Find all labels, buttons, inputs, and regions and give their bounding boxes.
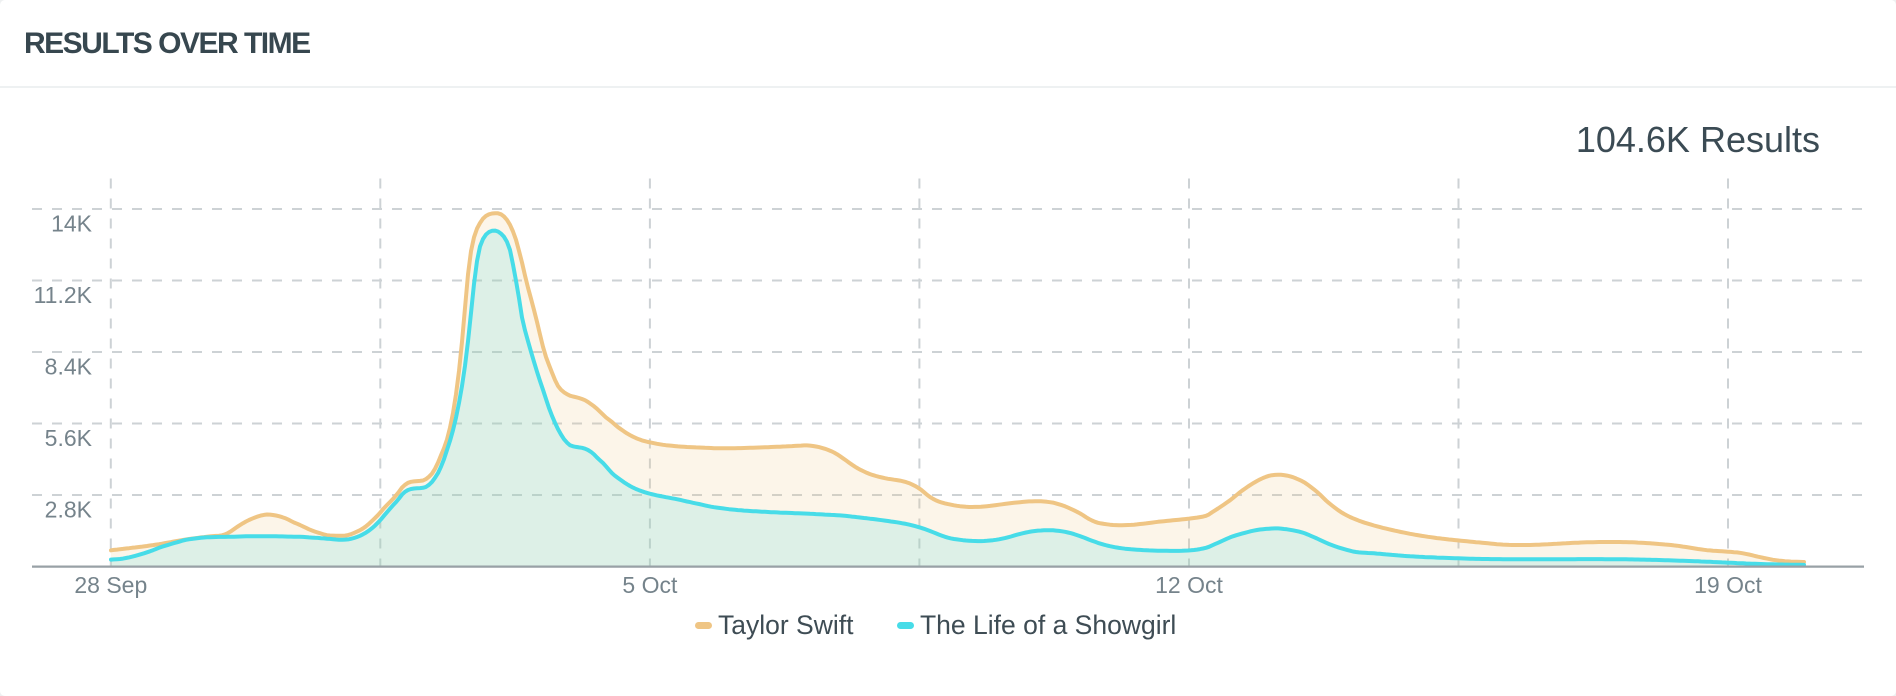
- svg-text:11.2K: 11.2K: [34, 282, 93, 308]
- svg-text:12 Oct: 12 Oct: [1155, 572, 1223, 598]
- svg-text:14K: 14K: [51, 210, 93, 236]
- svg-text:5.6K: 5.6K: [45, 425, 93, 451]
- svg-text:19 Oct: 19 Oct: [1694, 572, 1762, 598]
- svg-text:2.8K: 2.8K: [45, 496, 93, 522]
- svg-text:5 Oct: 5 Oct: [622, 572, 678, 598]
- svg-text:8.4K: 8.4K: [45, 353, 93, 379]
- svg-text:28 Sep: 28 Sep: [74, 572, 147, 598]
